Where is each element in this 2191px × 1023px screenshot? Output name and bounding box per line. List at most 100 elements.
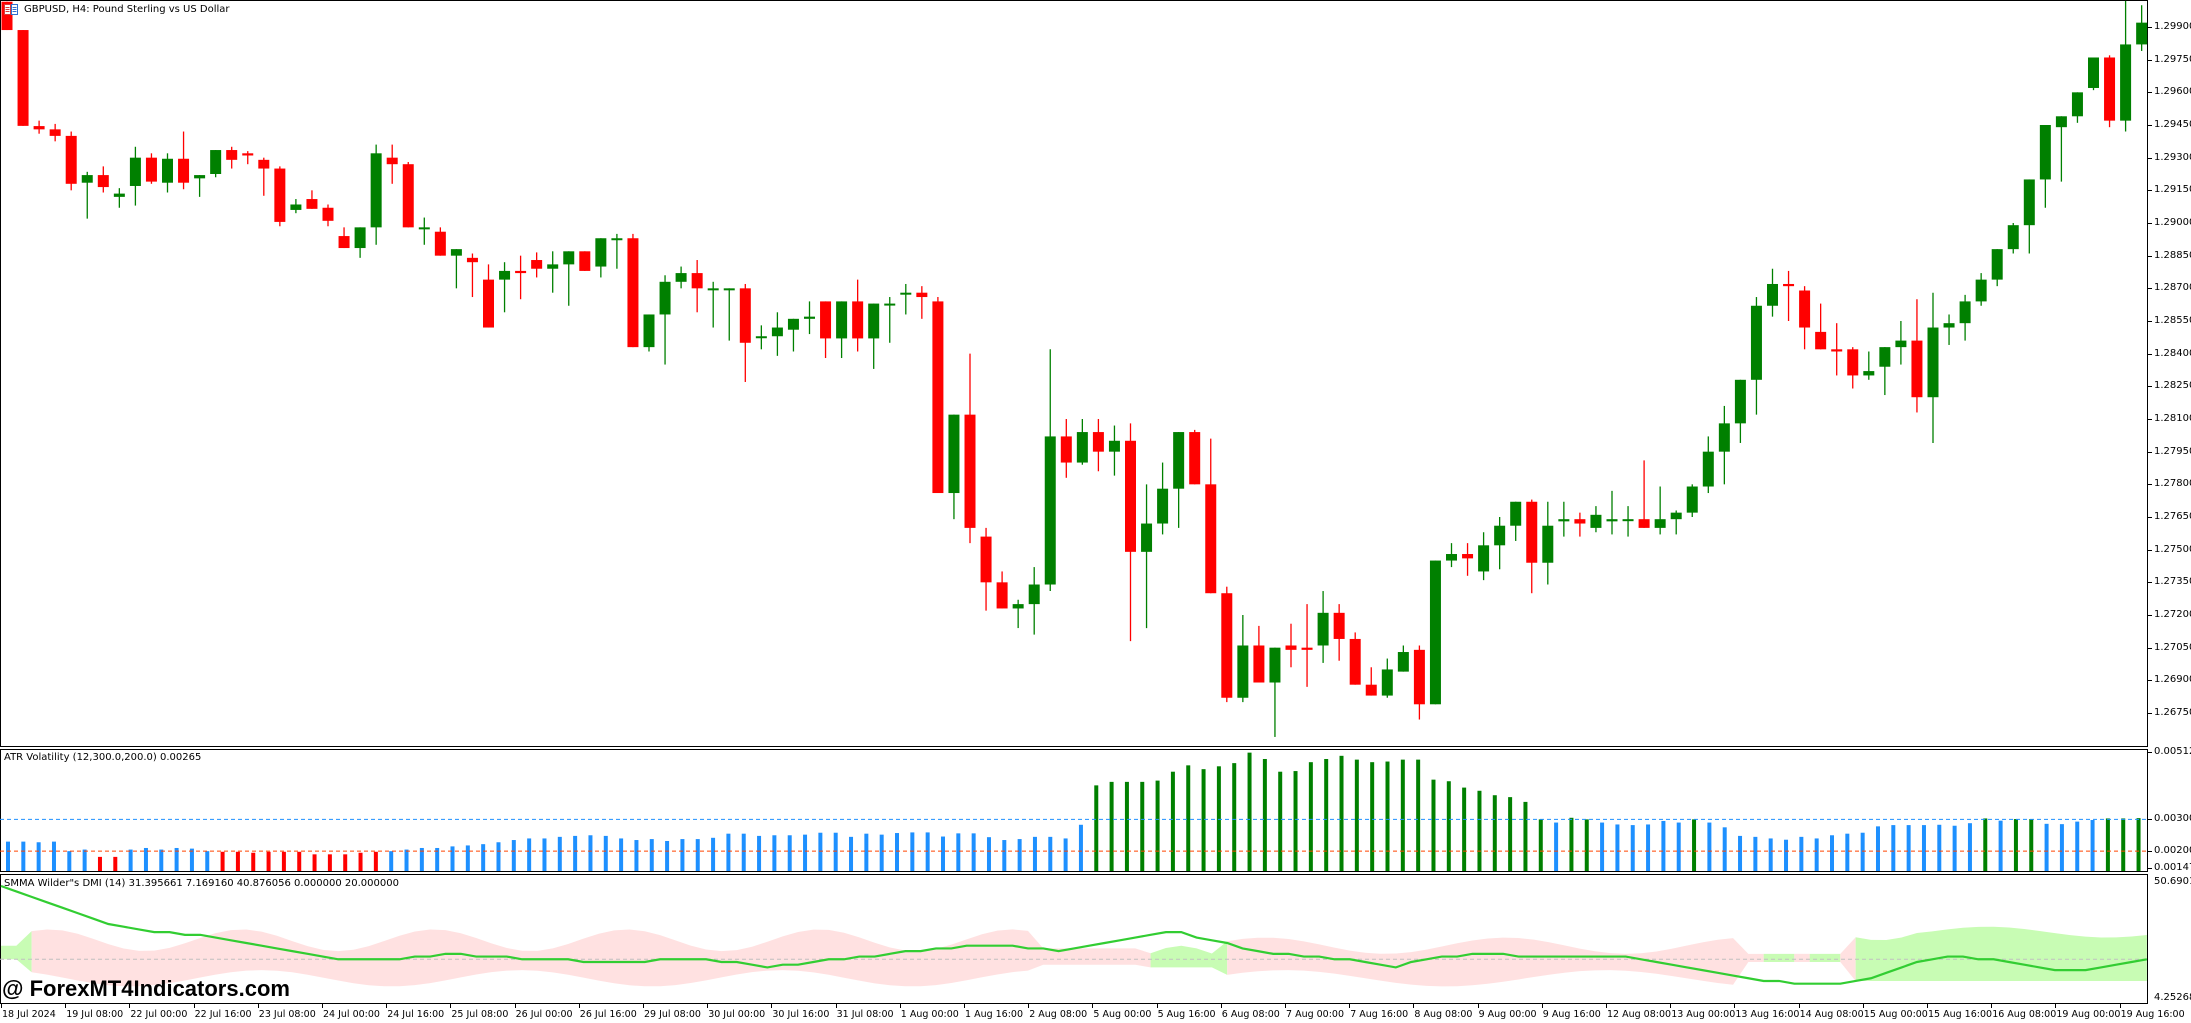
time-tick (1477, 1004, 1479, 1008)
atr-bar (1094, 785, 1099, 871)
atr-bar (143, 847, 148, 871)
price-tick (2148, 190, 2152, 192)
candle (1767, 268, 1778, 317)
time-tick (1220, 1004, 1222, 1008)
price-pane[interactable]: GBPUSD, H4: Pound Sterling vs US Dollar … (0, 0, 2191, 747)
candle (1558, 501, 1570, 537)
time-label: 26 Jul 16:00 (579, 1009, 637, 1020)
atr-bar (358, 852, 363, 871)
atr-bar (1707, 822, 1712, 871)
dmi-chart[interactable] (0, 874, 2148, 1004)
atr-bar (603, 835, 608, 871)
candle (515, 255, 527, 300)
candle (1462, 543, 1474, 576)
candle (691, 260, 703, 313)
candle (1076, 419, 1088, 465)
candle (1108, 425, 1120, 476)
atr-bar (1140, 781, 1145, 871)
time-tick (835, 1004, 837, 1008)
atr-bar (1615, 824, 1620, 871)
candle (1831, 323, 1843, 376)
time-tick (1862, 1004, 1864, 1008)
atr-bar (1416, 759, 1421, 871)
atr-bar (481, 844, 486, 871)
time-tick (193, 1004, 195, 1008)
atr-histogram[interactable] (0, 749, 2148, 872)
atr-bar (1477, 790, 1482, 871)
atr-bar (557, 836, 562, 871)
atr-bar (1523, 801, 1528, 871)
atr-bar (1753, 836, 1758, 871)
atr-bar (573, 835, 578, 871)
atr-bar (619, 838, 624, 871)
time-axis[interactable]: 18 Jul 2024 19 Jul 08:00 22 Jul 00:00 22 Ju… (0, 1004, 2191, 1023)
candle (996, 571, 1008, 609)
time-label: 2 Aug 08:00 (1029, 1009, 1088, 1020)
candle (2007, 223, 2019, 254)
candle (1221, 586, 1233, 703)
time-label: 19 Jul 08:00 (66, 1009, 124, 1020)
price-label: 1.28400 (2154, 347, 2191, 359)
atr-axis-label: 0.00147 (2154, 862, 2191, 873)
price-label: 1.27350 (2154, 576, 2191, 588)
candle (434, 227, 446, 256)
candle (49, 123, 61, 142)
candle (1012, 599, 1024, 629)
atr-bar (1646, 824, 1651, 871)
time-label: 13 Aug 16:00 (1735, 1009, 1800, 1020)
candle (2071, 92, 2083, 123)
candle (1638, 460, 1650, 528)
candlestick-chart[interactable] (0, 0, 2148, 747)
atr-bar (189, 848, 194, 871)
atr-bar (1370, 762, 1375, 871)
atr-bar (327, 854, 332, 871)
atr-bar (2075, 821, 2080, 871)
candle (113, 188, 125, 208)
time-label: 24 Jul 16:00 (387, 1009, 445, 1020)
atr-bar (634, 840, 639, 871)
time-tick (1285, 1004, 1286, 1008)
time-tick (1541, 1004, 1543, 1008)
dmi-bull-band (1, 931, 32, 973)
price-tick (2148, 288, 2152, 290)
candle (820, 301, 832, 359)
candle (1253, 625, 1265, 683)
atr-bar (1967, 823, 1972, 871)
candle (948, 414, 960, 520)
atr-bar (97, 856, 102, 871)
price-label: 1.29750 (2154, 53, 2191, 65)
atr-bar (757, 835, 762, 871)
price-label: 1.29450 (2154, 119, 2191, 130)
candle (258, 157, 270, 196)
dmi-adx-line (0, 884, 2148, 985)
atr-pane[interactable]: ATR Volatility (12,300.0,200.0) 0.00265 … (0, 746, 2191, 873)
atr-bar (864, 833, 869, 871)
atr-bar (818, 832, 823, 871)
atr-bar (465, 845, 470, 871)
price-label: 1.27050 (2154, 641, 2191, 653)
atr-bar (803, 834, 808, 871)
atr-bar (2121, 818, 2126, 871)
candle (178, 131, 190, 190)
price-label: 1.28550 (2154, 315, 2191, 326)
atr-bar (496, 842, 501, 871)
dmi-plot-border (0, 874, 2148, 1004)
atr-bar (1462, 787, 1467, 871)
atr-bar (21, 841, 26, 871)
atr-bar (1293, 771, 1298, 871)
candle (354, 227, 366, 258)
atr-bar (1032, 836, 1037, 871)
dmi-pane[interactable]: SMMA Wilder"s DMI (14) 31.395661 7.16916… (0, 874, 2191, 1004)
candle (1189, 429, 1201, 485)
time-tick (1349, 1004, 1351, 1008)
time-tick (1156, 1004, 1158, 1008)
atr-bar (665, 840, 670, 871)
candle (1943, 314, 1955, 345)
atr-bar (1262, 758, 1267, 871)
candle (322, 204, 334, 227)
atr-bar (1155, 780, 1160, 871)
dmi-bull-band (1855, 926, 2147, 981)
atr-bar (1906, 825, 1911, 871)
time-label: 5 Aug 16:00 (1157, 1009, 1216, 1020)
